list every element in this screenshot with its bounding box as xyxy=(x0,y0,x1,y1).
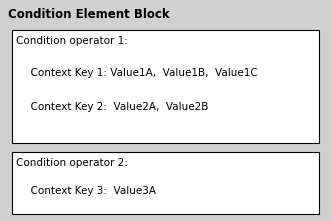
Text: Condition operator 2:: Condition operator 2: xyxy=(16,158,128,168)
Text: Condition Element Block: Condition Element Block xyxy=(8,8,169,21)
Text: Context Key 3:  Value3A: Context Key 3: Value3A xyxy=(24,186,156,196)
Text: Context Key 1: Value1A,  Value1B,  Value1C: Context Key 1: Value1A, Value1B, Value1C xyxy=(24,68,258,78)
Bar xyxy=(12,30,319,143)
Text: Condition operator 1:: Condition operator 1: xyxy=(16,36,128,46)
Text: Context Key 2:  Value2A,  Value2B: Context Key 2: Value2A, Value2B xyxy=(24,102,209,112)
Bar xyxy=(12,152,319,214)
